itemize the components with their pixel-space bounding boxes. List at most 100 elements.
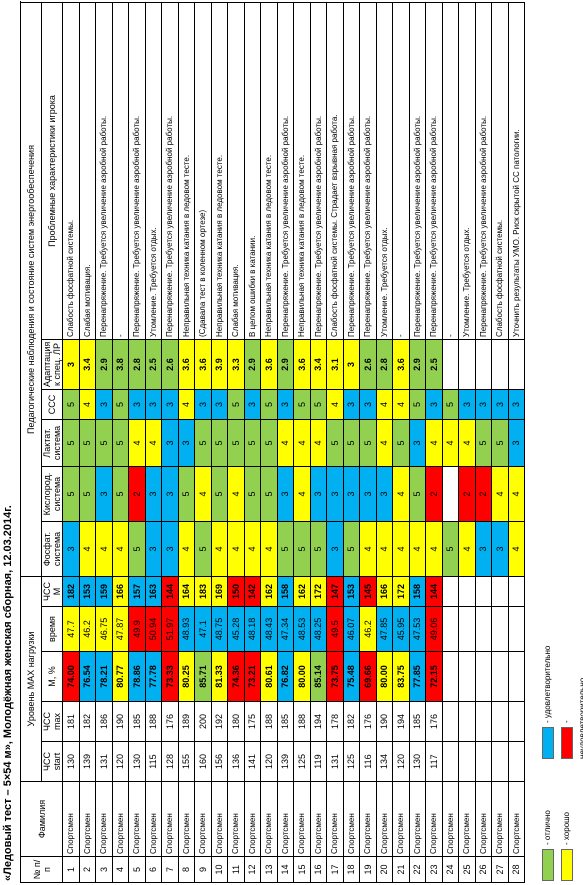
table-cell: 25 — [458, 856, 475, 883]
table-cell: 11 — [227, 856, 244, 883]
table-cell: Перенапряжение. Требуется увеличение аэр… — [343, 2, 360, 340]
table-cell: 4 — [392, 389, 409, 420]
table-cell: 3 — [178, 419, 195, 467]
table-cell: 188 — [293, 701, 310, 742]
table-cell: 4 — [376, 389, 393, 420]
table-cell: 69.66 — [359, 651, 376, 702]
table-cell: 23 — [425, 856, 442, 883]
table-cell — [508, 741, 525, 782]
table-cell — [442, 606, 459, 652]
table-cell — [475, 606, 492, 652]
table-cell: 3.1 — [326, 339, 343, 390]
table-cell: 77.78 — [145, 651, 162, 702]
table-cell: 180 — [227, 701, 244, 742]
table-cell: 27 — [491, 856, 508, 883]
group-header: Уровень MAX нагрузки — [20, 576, 42, 782]
table-cell: Спортсмен — [62, 781, 79, 857]
table-cell: 3.6 — [392, 339, 409, 390]
table-cell: 188 — [145, 701, 162, 742]
table-cell: Спортсмен — [260, 781, 277, 857]
legend-swatch — [541, 727, 554, 759]
table-cell: 50.94 — [145, 606, 162, 652]
table-cell — [508, 701, 525, 742]
table-cell: 2.6 — [161, 339, 178, 390]
column-header: ЧСС М — [41, 576, 63, 607]
table-cell: 4 — [112, 521, 129, 577]
table-cell: Спортсмен — [194, 781, 211, 857]
table-cell: 141 — [244, 741, 261, 782]
table-cell: 3 — [458, 389, 475, 420]
table-cell: 3 — [376, 466, 393, 522]
table-cell: Неправильная техника катания в ледовом т… — [260, 2, 277, 340]
table-cell — [475, 576, 492, 607]
table-row: 2 Спортсмен 139 182 76.54 46.2 153 4 5 5 4 3.4 Слаба… — [79, 2, 96, 883]
table-cell: 47.1 — [194, 606, 211, 652]
table-cell: 3 — [277, 466, 294, 522]
table-cell: 7 — [161, 856, 178, 883]
table-cell: 157 — [128, 576, 145, 607]
table-cell: Утомление. Требуется отдых. — [376, 2, 393, 340]
table-cell: 2.9 — [277, 339, 294, 390]
table-row: 18 Спортсмен 125 182 75.48 46.07 153 5 3 5 3 3 Перен… — [343, 2, 360, 883]
table-cell: 21 — [392, 856, 409, 883]
table-cell: 139 — [277, 741, 294, 782]
table-cell: 80.61 — [260, 651, 277, 702]
table-cell: 3.9 — [211, 339, 228, 390]
table-cell: 162 — [293, 576, 310, 607]
table-cell: 47.34 — [277, 606, 294, 652]
table-cell — [491, 339, 508, 390]
table-cell: 4 — [227, 521, 244, 577]
table-cell: 3 — [475, 389, 492, 420]
table-cell: 3 — [491, 521, 508, 577]
table-cell: 49.5 — [326, 606, 343, 652]
table-cell: 190 — [112, 701, 129, 742]
legend-item: - удовлетворительно — [540, 641, 556, 759]
table-cell: Перенапряжение. Требуется увеличение аэр… — [95, 2, 112, 340]
table-cell: 4 — [392, 466, 409, 522]
table-cell: Спортсмен — [128, 781, 145, 857]
table-row: 12 Спортсмен 141 175 73.21 48.18 142 4 5 5 3 2.9 В ц… — [244, 2, 261, 883]
table-cell: 81.33 — [211, 651, 228, 702]
table-cell: 3 — [491, 389, 508, 420]
table-cell: 3 — [95, 466, 112, 522]
table-cell: 3 — [425, 389, 442, 420]
table-cell: 3.6 — [194, 339, 211, 390]
table-row: 20 Спортсмен 134 190 80.00 47.85 166 4 3 4 4 2.8 Уто… — [376, 2, 393, 883]
table-cell: Спортсмен — [227, 781, 244, 857]
table-row: 8 Спортсмен 155 189 80.25 48.93 164 4 5 3 4 3.6 Непр… — [178, 2, 195, 883]
legend-label: - отлично — [543, 810, 552, 845]
table-cell: 134 — [376, 741, 393, 782]
table-cell: 3 — [326, 466, 343, 522]
table-cell: 80.00 — [376, 651, 393, 702]
table-cell: 5 — [343, 419, 360, 467]
table-cell: 45.28 — [227, 606, 244, 652]
table-cell: 5 — [244, 466, 261, 522]
table-cell: В целом ошибки в катании. — [244, 2, 261, 340]
table-cell: 3 — [277, 389, 294, 420]
table-cell: 119 — [310, 741, 327, 782]
table-cell: 3.3 — [227, 339, 244, 390]
table-cell: 5 — [409, 466, 426, 522]
table-row: 22 Спортсмен 130 185 77.85 47.53 158 4 5 3 5 2.9 Пер… — [409, 2, 426, 883]
legend-label: - хорошо — [562, 811, 571, 845]
table-cell: 181 — [62, 701, 79, 742]
table-cell: 85.71 — [194, 651, 211, 702]
table-cell: 20 — [376, 856, 393, 883]
table-cell: 4 — [79, 521, 96, 577]
table-cell: 73.75 — [326, 651, 343, 702]
table-cell: 48.43 — [260, 606, 277, 652]
table-cell: 5 — [112, 419, 129, 467]
table-cell: Спортсмен — [293, 781, 310, 857]
legend: - отлично - хорошо - удовлетворительно - не… — [540, 631, 583, 881]
column-header: ЧСС max — [41, 701, 63, 742]
table-cell: Спортсмен — [491, 781, 508, 857]
table-row: 16 Спортсмен 119 194 85.14 48.25 172 5 3 4 5 3.4 Пер… — [310, 2, 327, 883]
table-cell: 2 — [475, 466, 492, 522]
table-cell: 185 — [409, 701, 426, 742]
table-row: 15 Спортсмен 125 188 80.00 48.53 162 5 4 4 5 3.6 Неп… — [293, 2, 310, 883]
table-cell: 48.25 — [310, 606, 327, 652]
table-cell: Перенапряжение. Требуется увеличение аэр… — [128, 2, 145, 340]
table-cell: Спортсмен — [244, 781, 261, 857]
table-cell: 24 — [442, 856, 459, 883]
table-cell: 80.00 — [293, 651, 310, 702]
